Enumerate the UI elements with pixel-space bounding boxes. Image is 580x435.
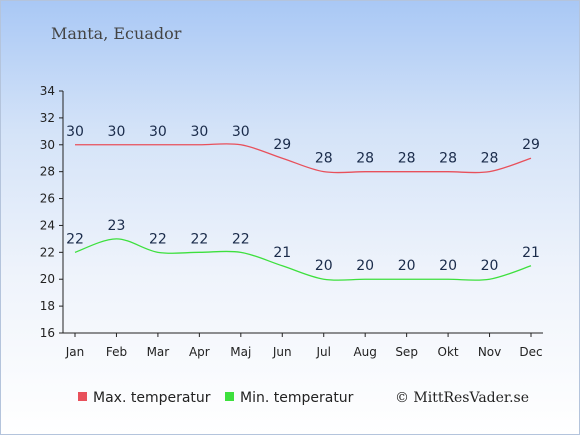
data-label: 20	[356, 258, 374, 274]
legend: Max. temperatur Min. temperatur	[78, 390, 354, 406]
data-label: 29	[522, 137, 540, 153]
data-labels: 30 30 30 30 30 29 28 28 28 28 28 29 22 23 22 22 22 21 20 20…	[66, 124, 540, 274]
y-ticks: 16 18 20 22 24 26 28 30 32 34	[40, 84, 63, 340]
legend-swatch-max	[78, 392, 87, 401]
data-label: 20	[439, 258, 457, 274]
data-label: 28	[356, 151, 374, 167]
x-tick-label: Jun	[272, 345, 292, 359]
y-tick-label: 20	[40, 272, 55, 286]
series-lines	[74, 143, 532, 281]
data-label: 23	[108, 218, 126, 234]
data-label: 28	[439, 151, 457, 167]
data-label: 30	[190, 124, 208, 140]
data-label: 30	[232, 124, 250, 140]
legend-label-max: Max. temperatur	[93, 390, 211, 406]
legend-swatch-min	[225, 392, 234, 401]
data-label: 20	[481, 258, 499, 274]
data-label: 30	[66, 124, 84, 140]
data-label: 28	[481, 151, 499, 167]
series-line-max	[74, 143, 532, 174]
x-tick-label: Dec	[519, 345, 542, 359]
x-tick-label: Feb	[106, 345, 127, 359]
data-label: 20	[398, 258, 416, 274]
data-label: 30	[149, 124, 167, 140]
x-tick-label: Jan	[65, 345, 85, 359]
y-tick-label: 30	[40, 138, 55, 152]
x-tick-label: Maj	[230, 345, 251, 359]
x-tick-label: Jul	[315, 345, 330, 359]
x-tick-label: Okt	[438, 345, 459, 359]
data-label: 22	[149, 231, 167, 247]
axes	[62, 91, 543, 334]
data-label: 21	[522, 245, 540, 261]
y-tick-label: 18	[40, 299, 55, 313]
data-label: 22	[190, 231, 208, 247]
data-label: 28	[315, 151, 333, 167]
y-tick-label: 16	[40, 326, 55, 340]
data-label: 29	[273, 137, 291, 153]
y-tick-label: 34	[40, 84, 55, 98]
x-tick-label: Sep	[395, 345, 418, 359]
y-tick-label: 28	[40, 165, 55, 179]
y-tick-label: 32	[40, 111, 55, 125]
chart-title: Manta, Ecuador	[51, 24, 182, 43]
y-tick-label: 24	[40, 218, 55, 232]
credit-text: © MittResVader.se	[395, 390, 529, 406]
y-tick-label: 26	[40, 192, 55, 206]
data-label: 20	[315, 258, 333, 274]
x-tick-label: Apr	[189, 345, 210, 359]
x-tick-label: Mar	[147, 345, 170, 359]
series-line-min	[74, 238, 532, 281]
legend-label-min: Min. temperatur	[240, 390, 354, 406]
data-label: 28	[398, 151, 416, 167]
y-tick-label: 22	[40, 245, 55, 259]
x-tick-label: Nov	[478, 345, 501, 359]
x-tick-label: Aug	[353, 345, 376, 359]
data-label: 21	[273, 245, 291, 261]
x-ticks: Jan Feb Mar Apr Maj Jun Jul Aug Sep Okt Nov Dec	[65, 333, 543, 359]
data-label: 30	[108, 124, 126, 140]
data-label: 22	[232, 231, 250, 247]
data-label: 22	[66, 231, 84, 247]
